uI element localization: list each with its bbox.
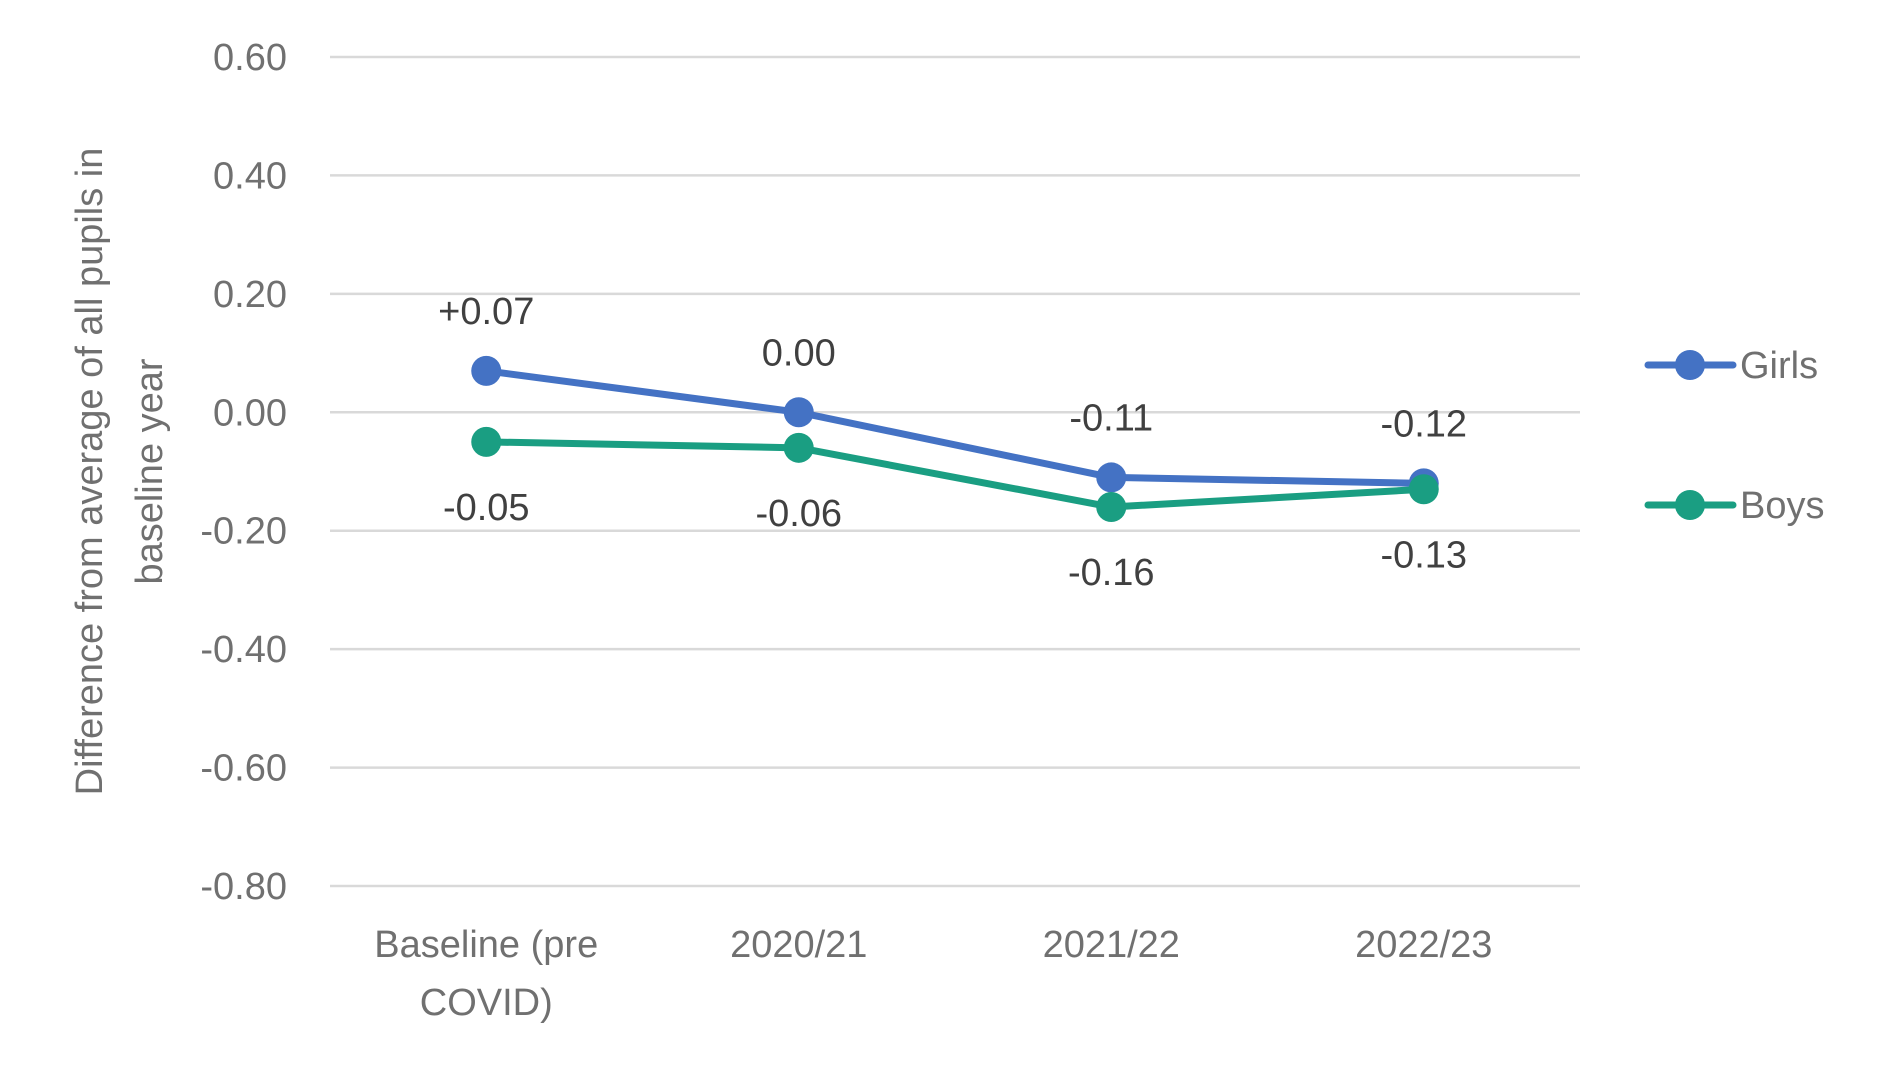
data-label: -0.11 xyxy=(1069,397,1153,439)
data-label: -0.06 xyxy=(755,493,842,535)
data-labels: +0.07 0.00 -0.11 -0.12 -0.05 -0.06 -0.16 -0.13 xyxy=(438,291,1467,594)
y-axis-label: Difference from average of all pupils in… xyxy=(69,148,171,796)
legend-label-boys: Boys xyxy=(1740,485,1824,527)
y-tick-label: 0.60 xyxy=(213,37,287,79)
series-group xyxy=(471,355,1439,523)
x-tick-label: COVID) xyxy=(420,982,553,1024)
y-tick-label: -0.80 xyxy=(200,866,287,908)
data-label: 0.00 xyxy=(762,332,836,374)
data-label: -0.12 xyxy=(1380,403,1467,445)
y-axis-label-line: baseline year xyxy=(129,358,171,584)
y-tick-label: 0.40 xyxy=(213,155,287,197)
y-tick-label: 0.20 xyxy=(213,274,287,316)
x-tick-label: 2020/21 xyxy=(730,924,867,966)
data-point-girls xyxy=(471,355,502,386)
legend: Girls Boys xyxy=(1644,345,1824,527)
y-tick-label: -0.60 xyxy=(200,748,287,790)
data-point-boys xyxy=(1408,474,1439,505)
y-tick-label: -0.20 xyxy=(200,511,287,553)
x-tick-label: Baseline (pre xyxy=(374,924,598,966)
series-line-boys xyxy=(482,438,1428,511)
data-label: -0.16 xyxy=(1068,552,1155,594)
legend-label-girls: Girls xyxy=(1740,345,1818,387)
data-point-girls xyxy=(1096,462,1127,493)
data-point-girls xyxy=(783,397,814,428)
y-tick-label: -0.40 xyxy=(200,629,287,671)
data-point-boys xyxy=(783,432,814,463)
legend-marker-boys xyxy=(1675,490,1705,520)
data-point-boys xyxy=(1096,492,1127,523)
data-label: +0.07 xyxy=(438,291,534,333)
y-tick-label: 0.00 xyxy=(213,392,287,434)
gridlines xyxy=(330,55,1580,888)
series-line-girls xyxy=(482,367,1428,487)
y-axis-ticks: 0.60 0.40 0.20 0.00 -0.20 -0.40 -0.60 -0.80 xyxy=(200,37,287,908)
y-axis-label-line: Difference from average of all pupils in xyxy=(69,148,111,796)
data-point-boys xyxy=(471,426,502,457)
x-tick-label: 2022/23 xyxy=(1355,924,1492,966)
legend-marker-girls xyxy=(1675,350,1705,380)
x-tick-label: 2021/22 xyxy=(1043,924,1180,966)
data-label: -0.13 xyxy=(1380,534,1467,576)
data-label: -0.05 xyxy=(443,487,530,529)
x-axis-ticks: Baseline (pre COVID) 2020/21 2021/22 2022/23 xyxy=(374,924,1492,1024)
